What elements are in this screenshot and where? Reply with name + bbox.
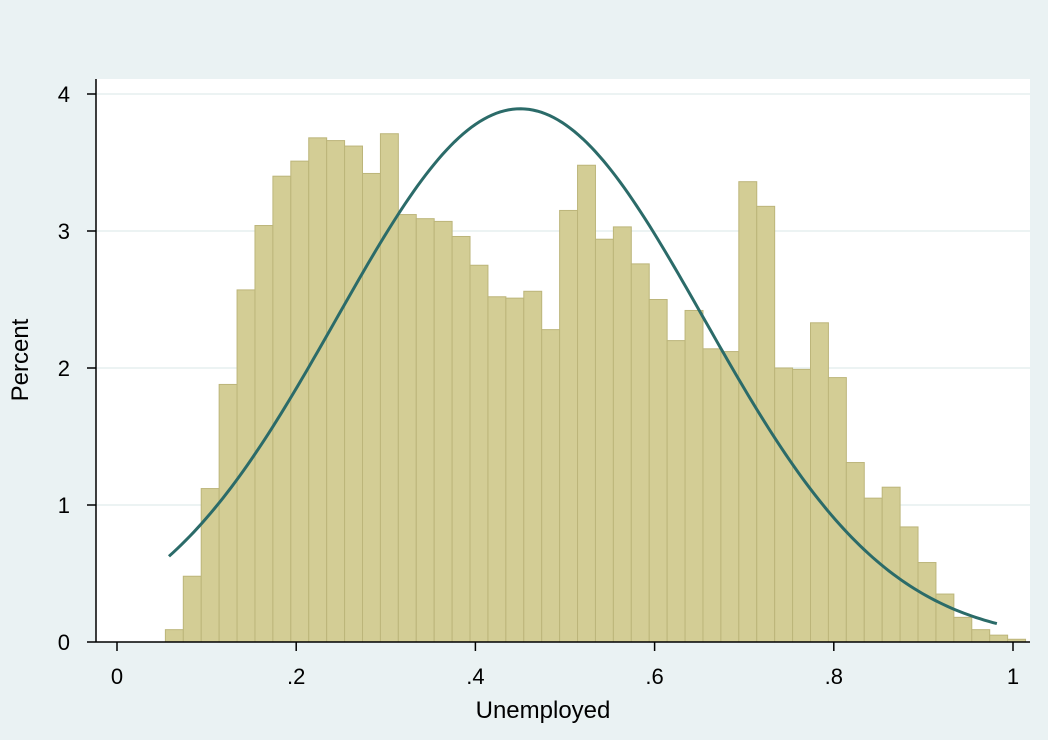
x-axis-title: Unemployed	[476, 697, 611, 724]
histogram-bar	[451, 235, 471, 643]
histogram-bar	[344, 145, 364, 643]
histogram-bar	[792, 368, 812, 643]
histogram-bar	[684, 309, 704, 643]
histogram-bar	[469, 264, 489, 643]
histogram-bar	[810, 322, 829, 643]
histogram-bar	[774, 367, 794, 643]
x-tick-label: .2	[287, 664, 305, 689]
histogram-bar	[541, 329, 561, 643]
histogram-bar	[666, 340, 686, 643]
y-tick-label: 2	[58, 356, 70, 381]
y-axis-ticks: 0 1 2 3 4	[58, 82, 96, 655]
x-tick-label: 1	[1007, 664, 1019, 689]
histogram-bar	[630, 263, 650, 643]
histogram-bar	[738, 181, 758, 643]
histogram-bar	[523, 290, 543, 643]
histogram-bar	[272, 175, 292, 643]
histogram-bar	[182, 575, 202, 643]
histogram-bar	[254, 225, 274, 643]
x-tick-label: .8	[825, 664, 843, 689]
histogram-bar	[863, 497, 883, 643]
y-tick-label: 1	[58, 493, 70, 518]
histogram-bar	[379, 133, 399, 643]
histogram-bar	[845, 462, 865, 643]
histogram-bar	[290, 160, 310, 643]
y-tick-label: 0	[58, 630, 70, 655]
histogram-bar	[326, 140, 346, 643]
histogram-bar	[648, 299, 668, 643]
histogram-bar	[720, 351, 740, 643]
y-tick-label: 3	[58, 219, 70, 244]
histogram-bar	[594, 238, 614, 643]
histogram-bar	[612, 226, 632, 643]
histogram-bar	[487, 296, 507, 643]
x-tick-label: 0	[111, 664, 123, 689]
histogram-bar	[881, 486, 901, 643]
x-tick-label: .4	[466, 664, 484, 689]
histogram-bar	[559, 209, 579, 643]
histogram-bar	[702, 348, 722, 643]
x-tick-label: .6	[645, 664, 663, 689]
x-axis-ticks: 0 .2 .4 .6 .8 1	[111, 642, 1019, 689]
histogram-bar	[827, 377, 847, 643]
histogram-bar	[308, 137, 328, 643]
y-tick-label: 4	[58, 82, 70, 107]
histogram-bar	[953, 616, 973, 643]
histogram-bar	[989, 634, 1009, 643]
histogram-bar	[362, 172, 381, 643]
histogram-bar	[415, 218, 435, 643]
histogram-bar	[164, 629, 184, 643]
histogram-bar	[917, 562, 937, 643]
histogram-bar	[218, 383, 238, 643]
histogram-bar	[971, 629, 991, 643]
histogram-bar	[397, 214, 417, 643]
histogram-bars	[164, 133, 1027, 643]
histogram-bar	[505, 297, 525, 643]
histogram-bar	[577, 164, 596, 643]
histogram-bar	[433, 220, 453, 643]
normal-density-curve	[167, 107, 998, 626]
y-axis-title: Percent	[7, 318, 34, 401]
